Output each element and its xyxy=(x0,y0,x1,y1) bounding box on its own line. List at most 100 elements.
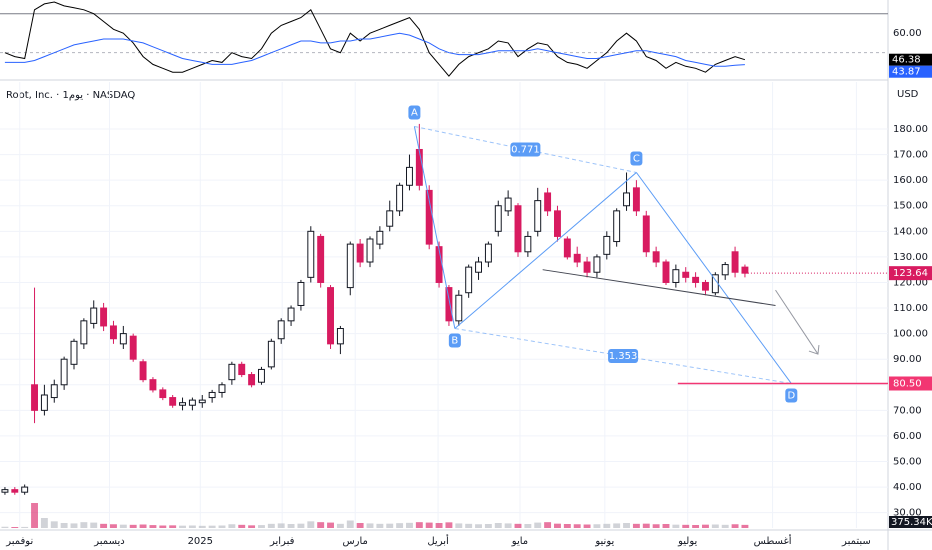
x-tick-label: أبريل xyxy=(427,534,449,547)
volume-bar xyxy=(544,522,552,528)
indicator-tick-label: 60.00 xyxy=(893,28,922,39)
y-tick-label: 40.00 xyxy=(893,482,922,493)
volume-bar xyxy=(386,523,394,528)
candle-body xyxy=(258,368,265,383)
y-tick-label: 110.00 xyxy=(893,303,928,314)
volume-bar xyxy=(100,523,108,528)
volume-bar xyxy=(662,524,670,528)
volume-bar xyxy=(228,524,236,528)
value-tag xyxy=(889,53,932,66)
candle-body xyxy=(50,384,58,399)
x-tick-label: سبتمبر xyxy=(841,536,871,547)
point-label: B xyxy=(451,336,458,347)
volume-bar xyxy=(336,523,344,528)
volume-bar xyxy=(514,523,522,528)
candle-body xyxy=(702,281,709,291)
volume-bar xyxy=(179,525,186,528)
volume-bar xyxy=(327,522,334,528)
x-tick-label: مارس xyxy=(342,536,367,547)
candle-body xyxy=(277,320,285,340)
volume-bar xyxy=(60,523,68,528)
volume-bar xyxy=(613,523,621,528)
candle-body xyxy=(583,261,591,273)
candle-body xyxy=(721,264,729,276)
value-tag xyxy=(889,376,932,391)
candle-body xyxy=(169,397,177,406)
candle-body xyxy=(544,192,552,212)
candle-body xyxy=(70,340,78,365)
volume-bar xyxy=(277,523,285,528)
volume-bar xyxy=(484,524,492,528)
volume-bar xyxy=(50,521,58,528)
volume-bar xyxy=(376,523,384,528)
volume-bar xyxy=(494,523,502,528)
y-tick-label: 50.00 xyxy=(893,457,922,468)
candle-body xyxy=(40,394,48,411)
y-tick-label: 150.00 xyxy=(893,201,928,212)
volume-bar xyxy=(1,526,9,528)
y-tick-label: 100.00 xyxy=(893,329,928,340)
currency: USD xyxy=(897,89,919,100)
y-tick-label: 160.00 xyxy=(893,175,928,186)
y-tick-label: 60.00 xyxy=(893,431,922,442)
candle-body xyxy=(248,374,256,386)
ratio-box xyxy=(510,142,541,157)
volume-bar xyxy=(425,522,433,528)
candle-body xyxy=(731,251,739,273)
value-tag-label: 43.87 xyxy=(892,67,921,78)
x-tick-label: يوليو xyxy=(677,536,697,547)
candle-body xyxy=(100,307,108,327)
x-tick-label: أغسطس xyxy=(754,534,792,547)
candle-body xyxy=(297,281,305,306)
candle-body xyxy=(317,235,325,283)
volume-bar xyxy=(554,523,561,528)
candle-body xyxy=(218,384,226,393)
candle-body xyxy=(208,391,216,399)
candle-body xyxy=(228,363,236,381)
point-box xyxy=(785,388,798,403)
volume-bar xyxy=(534,522,542,528)
candle-body xyxy=(110,325,117,340)
y-tick-label: 70.00 xyxy=(893,405,922,416)
volume-bar xyxy=(573,524,581,528)
candle-body xyxy=(287,307,295,322)
candle-body xyxy=(149,379,157,391)
candle-body xyxy=(159,389,167,399)
volume-bar xyxy=(356,523,364,528)
volume-bar xyxy=(583,524,591,528)
ratio-label: 0.771 xyxy=(511,144,540,155)
point-box xyxy=(630,151,643,166)
candle-body xyxy=(21,486,29,493)
candle-body xyxy=(613,210,621,243)
candle-body xyxy=(198,399,206,404)
volume-bar xyxy=(248,525,256,528)
candle-body xyxy=(267,340,275,368)
arrow-head xyxy=(808,345,820,355)
value-tag xyxy=(889,65,932,78)
volume-bar xyxy=(297,523,305,528)
candle-body xyxy=(623,192,630,207)
volume-tag-label: 375.34K xyxy=(891,517,932,528)
volume-bar xyxy=(218,525,226,528)
volume-bar xyxy=(307,521,315,528)
candle-body xyxy=(524,235,532,253)
pattern-leg xyxy=(454,172,637,329)
volume-bar xyxy=(366,523,374,528)
candle-body xyxy=(327,287,334,345)
volume-bar xyxy=(682,524,690,528)
candle-body xyxy=(573,253,581,263)
target-tag-label: 80.50 xyxy=(893,378,922,389)
y-tick-label: 170.00 xyxy=(893,150,928,161)
y-tick-label: 140.00 xyxy=(893,226,928,237)
candle-body xyxy=(406,166,413,186)
candle-body xyxy=(366,238,374,263)
volume-bar xyxy=(287,524,295,528)
volume-bar xyxy=(129,524,137,528)
indicator-line xyxy=(4,1,746,77)
point-label: A xyxy=(411,107,418,118)
volume-bar xyxy=(603,523,611,528)
volume-bar xyxy=(21,526,29,528)
volume-bar xyxy=(169,525,177,528)
volume-bar xyxy=(563,524,571,528)
value-tag-label: 46.38 xyxy=(892,55,921,66)
